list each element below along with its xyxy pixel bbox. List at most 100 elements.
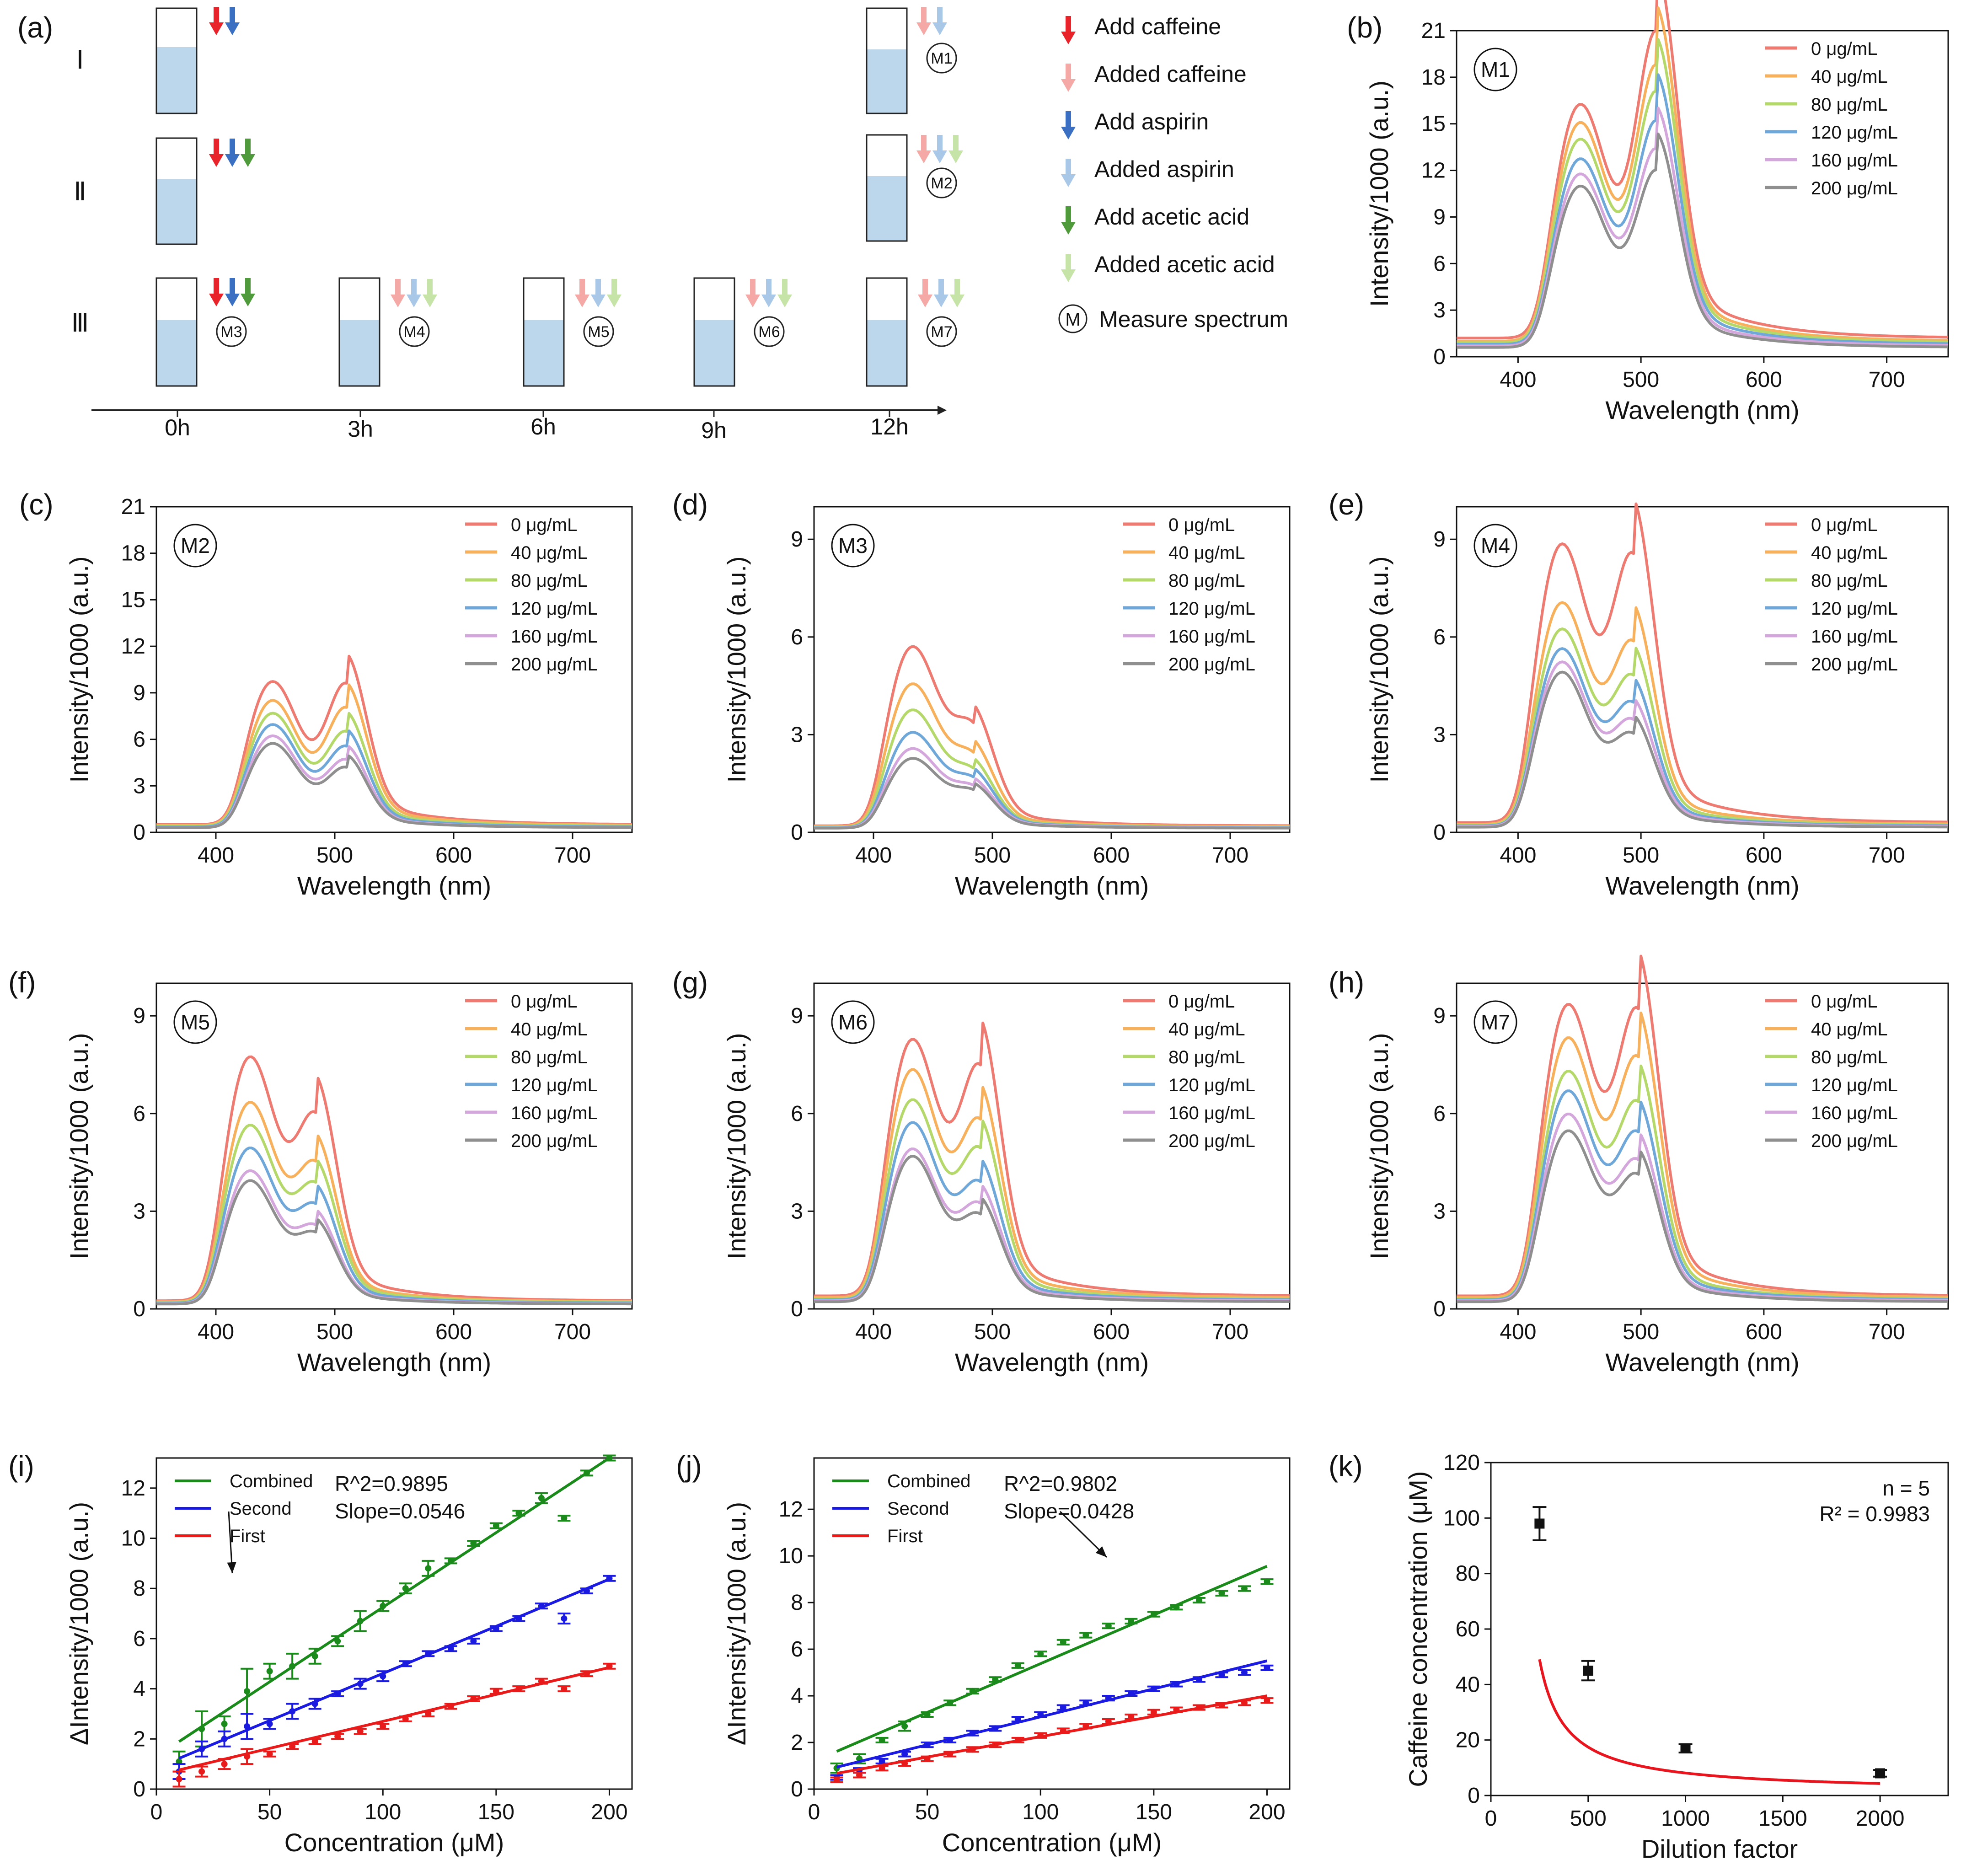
legend-label: Combined <box>887 1471 970 1491</box>
legend-label: 40 μg/mL <box>1168 543 1245 563</box>
marker <box>947 1751 954 1758</box>
data-point-combined <box>512 1510 525 1517</box>
legend-item: 120 μg/mL <box>1765 599 1898 619</box>
legend-add-acetic-acid: Add acetic acid <box>1094 204 1249 230</box>
marker <box>1680 1743 1691 1753</box>
beaker-outline <box>866 277 908 387</box>
x-tick-label: 700 <box>554 843 591 868</box>
panel-j: 0 50 100 150 200 0 2 4 6 8 10 12 Concentration (μM) Δ… <box>676 1450 1291 1857</box>
marker <box>266 1668 273 1675</box>
panel-b: 400 500 600 700 0 3 6 9 12 15 18 21 Wavelength (nm) I… <box>1347 0 1949 424</box>
series-line-200-μg-mL <box>814 1155 1290 1303</box>
legend-label: 0 μg/mL <box>1811 992 1877 1012</box>
marker <box>1173 1604 1180 1611</box>
legend-label: 160 μg/mL <box>1811 627 1898 647</box>
data-point-second <box>603 1575 616 1582</box>
data-point-first <box>943 1751 957 1758</box>
y-tick-label: 0 <box>1433 345 1446 369</box>
panel-f: 400 500 600 700 0 3 6 9 Wavelength (nm) Intensity… <box>8 966 633 1377</box>
legend-added-aspirin: Added aspirin <box>1094 156 1234 182</box>
arrow-shaft <box>1066 64 1071 80</box>
x-tick-label: 600 <box>435 1320 472 1344</box>
y-tick-label: 9 <box>1433 205 1446 229</box>
legend-label: 200 μg/mL <box>1811 654 1898 675</box>
tag-label: M7 <box>1481 1010 1510 1034</box>
panel-label-d: (d) <box>672 488 708 521</box>
legend-item: First <box>175 1526 265 1546</box>
legend-item: 40 μg/mL <box>1765 543 1888 563</box>
data-point-first <box>1102 1718 1115 1725</box>
marker <box>901 1760 908 1767</box>
x-tick-label: 200 <box>591 1800 627 1824</box>
y-tick-label: 12 <box>121 1476 145 1501</box>
time-label-6h: 6h <box>530 414 556 440</box>
data-point-first <box>830 1776 843 1783</box>
arrow-head <box>950 295 964 307</box>
arrow-acetic-light <box>423 279 437 307</box>
arrow-aspirin <box>225 278 240 306</box>
marker <box>425 1565 432 1572</box>
data-point-first <box>1192 1704 1206 1711</box>
x-tick-label: 600 <box>1746 843 1782 868</box>
series-group <box>1457 502 1949 829</box>
data-point-combined <box>1102 1623 1115 1629</box>
data-point-first <box>1079 1723 1093 1730</box>
data-point-first <box>444 1703 457 1710</box>
series-group <box>1457 954 1949 1303</box>
x-axis-label: Wavelength (nm) <box>1605 871 1799 900</box>
legend-item: 120 μg/mL <box>1123 599 1255 619</box>
marker <box>1241 1585 1248 1592</box>
data-point-combined <box>399 1582 412 1595</box>
marker <box>311 1738 318 1745</box>
arrow-acetic-light <box>777 279 792 307</box>
y-tick-label: 4 <box>791 1684 803 1708</box>
tag-circle <box>831 524 875 568</box>
legend-item: 160 μg/mL <box>1765 1103 1898 1123</box>
panel-label-i: (i) <box>8 1450 34 1483</box>
legend-label: 120 μg/mL <box>1168 599 1255 619</box>
data-point-first <box>1215 1702 1228 1709</box>
legend-label: 200 μg/mL <box>1811 178 1898 198</box>
arrow-head <box>916 150 931 163</box>
data-point-combined <box>1034 1651 1047 1657</box>
beaker-outline <box>866 7 908 114</box>
series-line-200-μg-mL <box>1457 1129 1949 1303</box>
y-tick-label: 120 <box>1443 1451 1480 1475</box>
marker <box>901 1751 908 1758</box>
series-line-40-μg-mL <box>1457 1011 1949 1299</box>
arrow-head <box>932 150 947 163</box>
x-tick-label: 700 <box>1212 1320 1248 1344</box>
marker <box>470 1540 477 1547</box>
data-point-combined <box>557 1515 571 1522</box>
legend-item: 40 μg/mL <box>1765 1019 1888 1040</box>
data-point-second <box>241 1713 254 1740</box>
data-point-combined <box>875 1737 889 1744</box>
y-tick-label: 4 <box>133 1677 145 1701</box>
arrow-head <box>225 154 240 167</box>
x-tick-label: 0 <box>1485 1806 1497 1831</box>
data-point-first <box>853 1772 866 1779</box>
legend-item: 80 μg/mL <box>1765 95 1888 115</box>
y-tick-label: 18 <box>1421 65 1446 90</box>
marker <box>1105 1623 1112 1629</box>
legend-label: 40 μg/mL <box>1811 67 1888 87</box>
tag-label: M5 <box>181 1010 210 1034</box>
y-axis-label: Intensity/1000 (a.u.) <box>722 557 751 783</box>
marker <box>198 1726 205 1732</box>
x-axis-label: Concentration (μM) <box>942 1828 1162 1857</box>
marker <box>402 1715 409 1722</box>
arrow-shaft <box>1066 206 1071 223</box>
data-point-combined <box>422 1560 435 1577</box>
beaker-liquid <box>867 320 907 386</box>
series-group <box>156 1055 632 1306</box>
series-group <box>156 654 632 829</box>
arrow-head <box>1061 32 1076 44</box>
data-point-first <box>1238 1699 1251 1706</box>
arrow-caffeine <box>209 278 224 306</box>
annotation-arrowhead <box>227 1562 236 1573</box>
arrow-head <box>607 295 622 307</box>
marker <box>402 1585 409 1592</box>
arrow-caffeine <box>209 7 224 35</box>
arrow-aspirin-light <box>591 279 605 307</box>
marker <box>1060 1639 1066 1646</box>
